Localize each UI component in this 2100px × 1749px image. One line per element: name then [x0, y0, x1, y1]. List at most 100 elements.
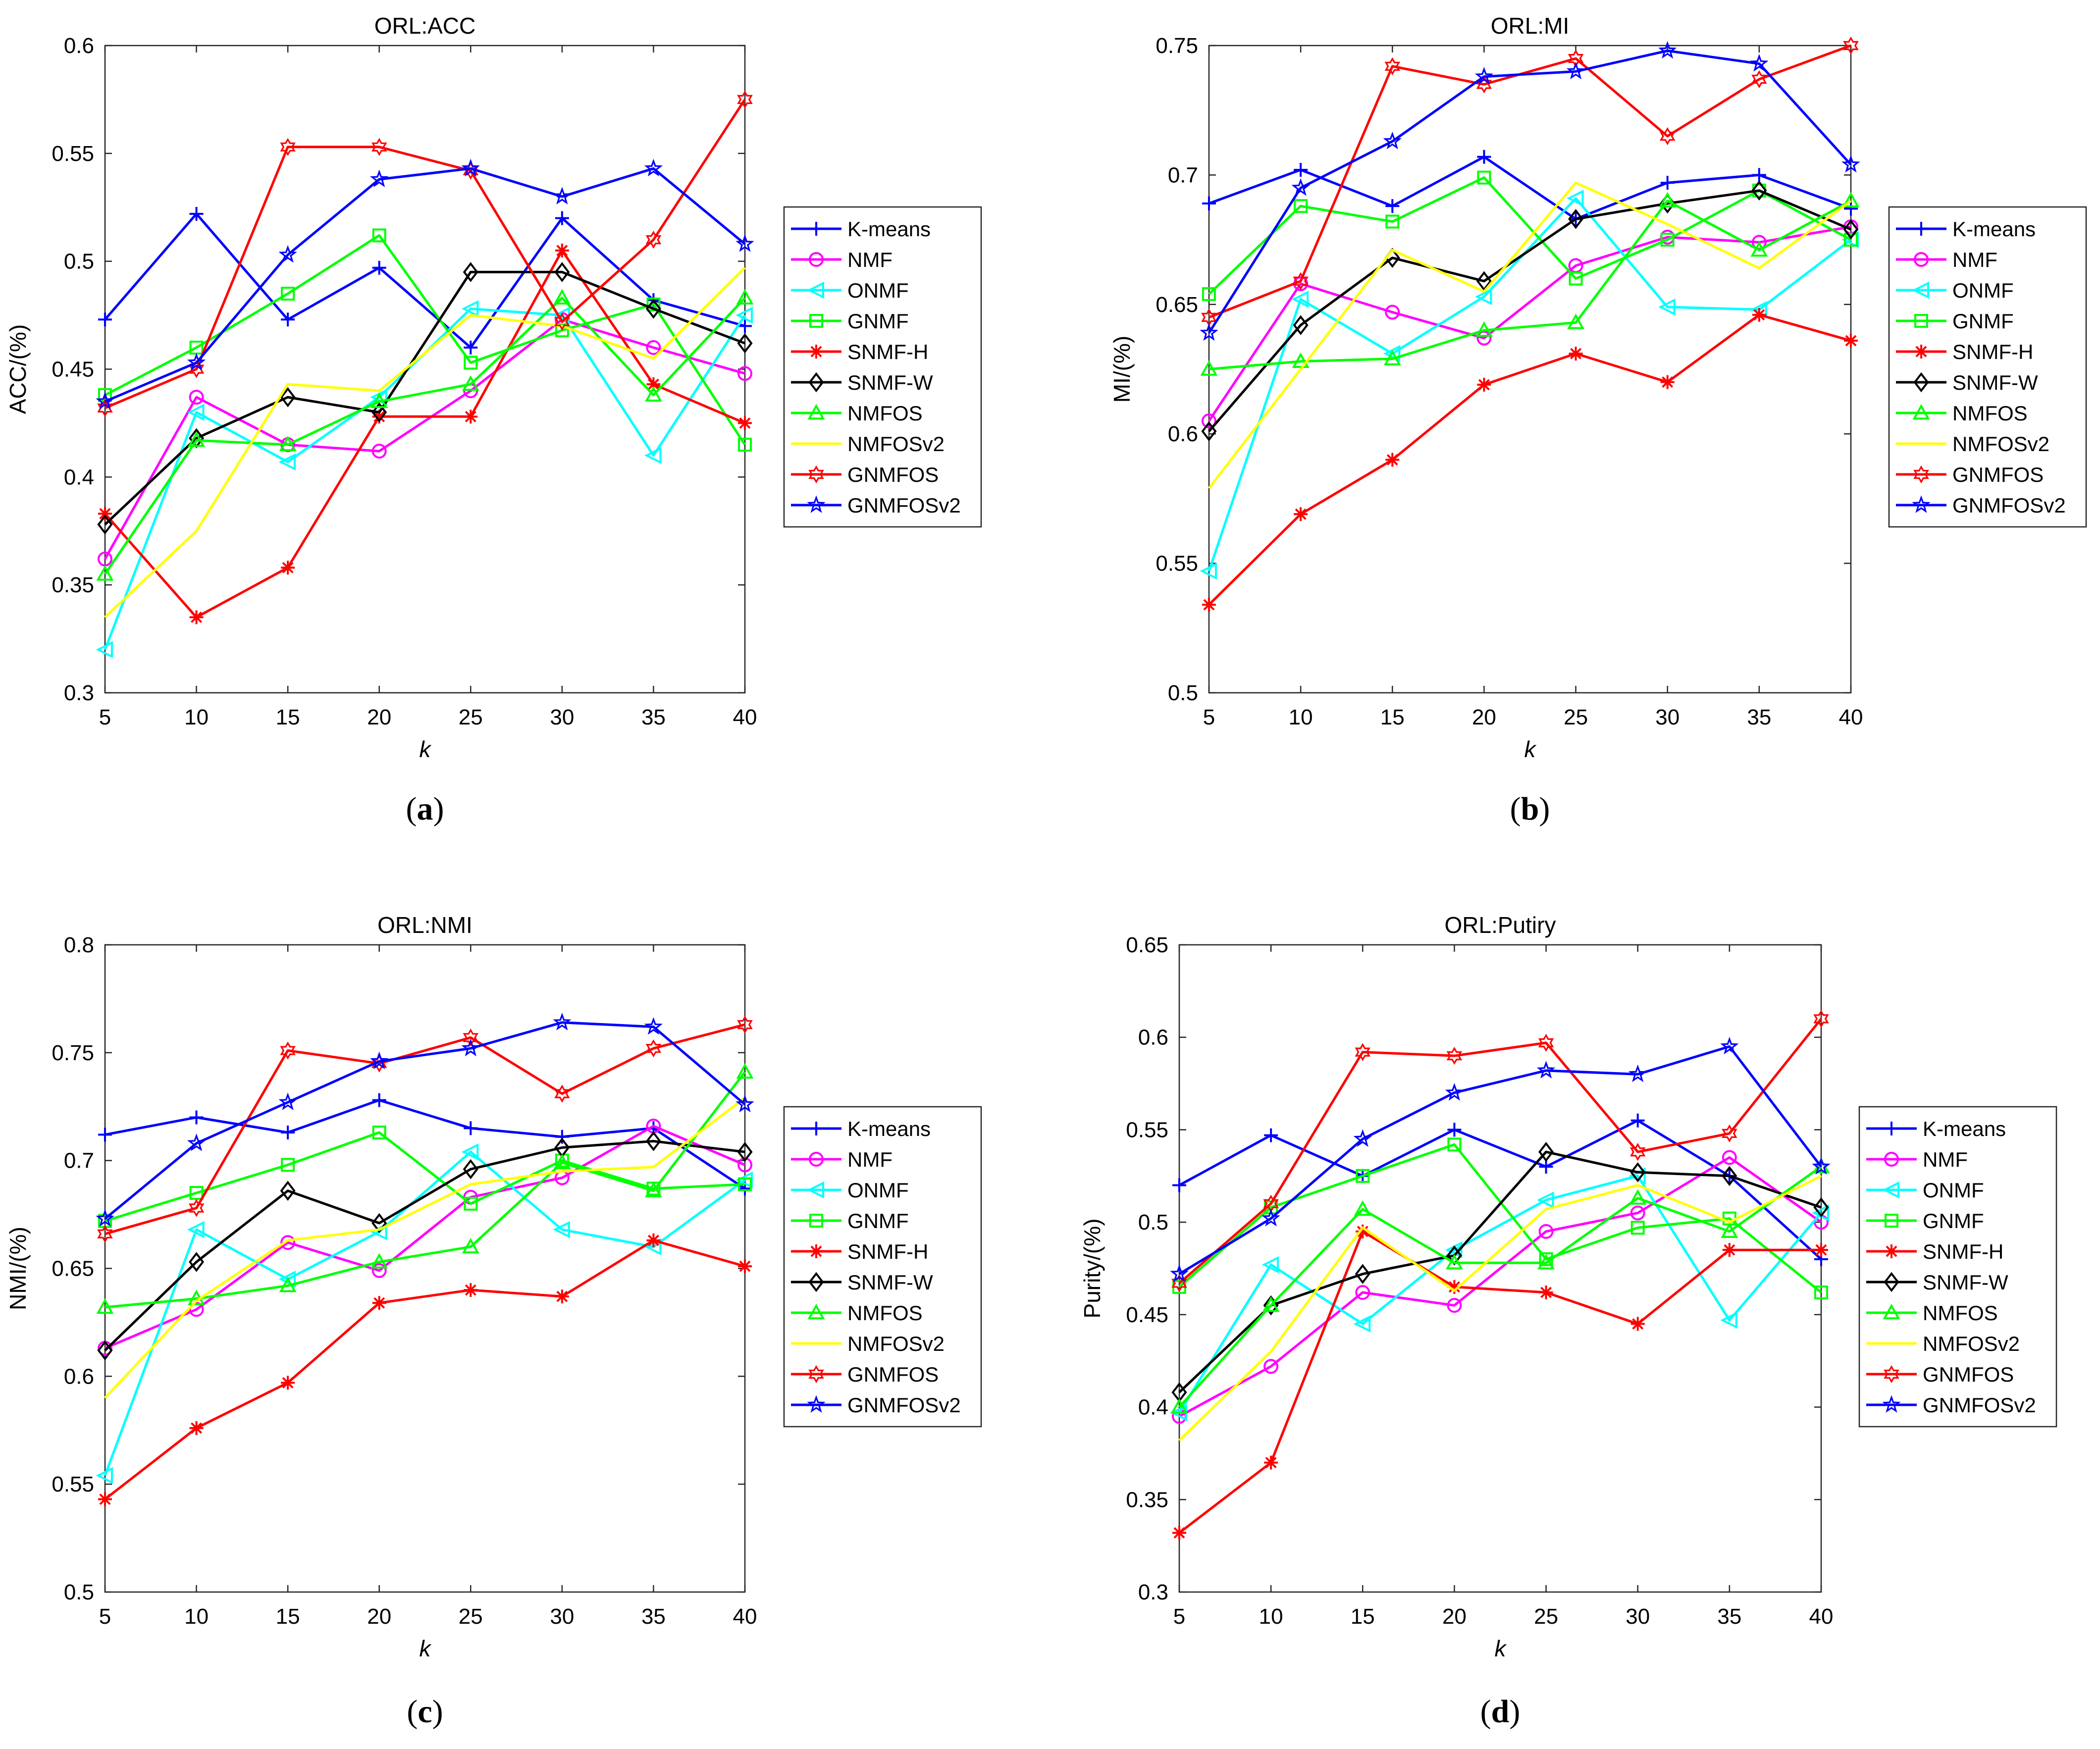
data-point [737, 366, 752, 381]
data-point [97, 399, 113, 417]
legend-item: NMF [1896, 248, 1997, 271]
series-nmfos [96, 289, 754, 581]
panel-label: (c) [407, 1694, 443, 1730]
x-tick-label: 5 [99, 1604, 111, 1629]
legend-item: GNMFOSv2 [791, 1393, 961, 1417]
legend-item: NMFOS [1866, 1301, 1998, 1325]
data-point [1844, 233, 1858, 247]
data-point [97, 1225, 113, 1243]
data-point [644, 158, 663, 177]
x-axis-label: k [1495, 1636, 1507, 1661]
data-point [281, 312, 295, 327]
series-line [104, 1021, 746, 1220]
legend-marker [1913, 372, 1929, 393]
legend-item: NMF [791, 1148, 892, 1171]
legend-label: SNMF-W [847, 371, 933, 394]
data-point [1201, 421, 1217, 442]
data-point [189, 1110, 204, 1125]
legend-item: ONMF [791, 1179, 909, 1202]
legend-item: SNMF-W [1896, 371, 2038, 394]
data-point [553, 1013, 572, 1030]
series-line [105, 1099, 746, 1190]
data-point [463, 1029, 479, 1047]
y-tick-label: 0.35 [1126, 1488, 1168, 1512]
legend-item: GNMF [791, 1209, 909, 1233]
series-line [1178, 1018, 1822, 1285]
legend-item: ONMF [1866, 1179, 1984, 1202]
series-nmfosv2 [104, 1097, 746, 1399]
series-k-means [98, 1093, 752, 1196]
legend-item: SNMF-W [791, 371, 933, 394]
series-snmf-w [97, 1131, 753, 1361]
series-line [1178, 1156, 1822, 1418]
data-point [645, 386, 662, 402]
legend: K-means NMF ONMF GNMF SNMF-H SNMF-W NMFOS NMFOS… [1888, 206, 2087, 528]
data-point [96, 1467, 113, 1484]
series-line [104, 1150, 746, 1476]
legend-label: K-means [1952, 217, 2036, 241]
data-point [96, 565, 114, 581]
legend-item: SNMF-H [1896, 340, 2033, 363]
data-point [1659, 127, 1676, 146]
series-line [104, 297, 746, 575]
data-point [1476, 271, 1492, 292]
data-point [278, 1271, 296, 1288]
data-point [555, 1130, 569, 1144]
legend-label: NMFOSv2 [1923, 1332, 2020, 1355]
y-tick-label: 0.6 [64, 1364, 94, 1389]
chart-title: ORL:ACC [374, 13, 475, 39]
data-point [1294, 162, 1308, 177]
data-point [96, 1298, 114, 1314]
data-point [555, 323, 569, 338]
data-point [98, 1492, 112, 1506]
y-tick-label: 0.45 [1126, 1303, 1168, 1327]
data-point [738, 1259, 752, 1274]
legend-marker [809, 1122, 823, 1135]
data-point [1294, 507, 1308, 521]
legend-marker [807, 404, 825, 420]
legend-item: SNMF-H [1866, 1240, 2003, 1263]
data-point [738, 416, 752, 430]
data-point [1477, 150, 1491, 164]
data-point [1566, 61, 1585, 80]
data-point [281, 1158, 295, 1172]
chart-panel-2: ORL:MI 5 10 15 20 25 30 35 40 0.5 0.55 0.6 0.65 0.7 0.… [1109, 13, 2087, 827]
series-line [105, 1131, 745, 1223]
data-point [1658, 298, 1676, 316]
legend-marker [1914, 345, 1928, 359]
legend-label: NMFOS [847, 1301, 923, 1325]
data-point [371, 1213, 387, 1234]
data-point [279, 435, 297, 452]
legend-label: GNMFOS [1923, 1363, 2014, 1386]
legend-label: NMFOS [1923, 1301, 1998, 1325]
data-point [1722, 1243, 1736, 1257]
legend-item: NMFOSv2 [791, 1332, 945, 1355]
legend-item: NMFOS [791, 402, 923, 425]
data-point [737, 1015, 753, 1034]
data-point [1569, 271, 1583, 286]
legend-label: NMFOSv2 [847, 1332, 945, 1355]
legend-item: GNMF [1896, 309, 2014, 333]
legend-label: NMFOSv2 [1952, 432, 2049, 456]
x-tick-label: 35 [1747, 705, 1771, 729]
legend-label: SNMF-H [847, 340, 928, 363]
data-point [187, 1133, 206, 1151]
data-point [461, 1038, 480, 1057]
data-point [369, 1051, 389, 1070]
legend-item: GNMF [1866, 1209, 1984, 1233]
y-tick-label: 0.5 [64, 250, 94, 274]
data-point [1355, 1285, 1370, 1300]
legend-marker [1882, 1395, 1901, 1413]
data-point [280, 387, 296, 408]
data-point [1812, 1157, 1831, 1175]
data-point [1474, 67, 1494, 85]
series-line [1208, 200, 1852, 370]
data-point [736, 289, 754, 305]
legend-marker [809, 345, 823, 359]
series-line [1208, 44, 1851, 319]
chart-panel-1: ORL:ACC 5 10 15 20 25 30 35 40 0.3 0.35 0.4 0.45 0.5 0… [5, 13, 982, 827]
legend-label: GNMF [847, 1209, 909, 1233]
data-point [97, 514, 113, 535]
y-tick-label: 0.3 [1138, 1580, 1168, 1604]
series-line [104, 266, 746, 618]
